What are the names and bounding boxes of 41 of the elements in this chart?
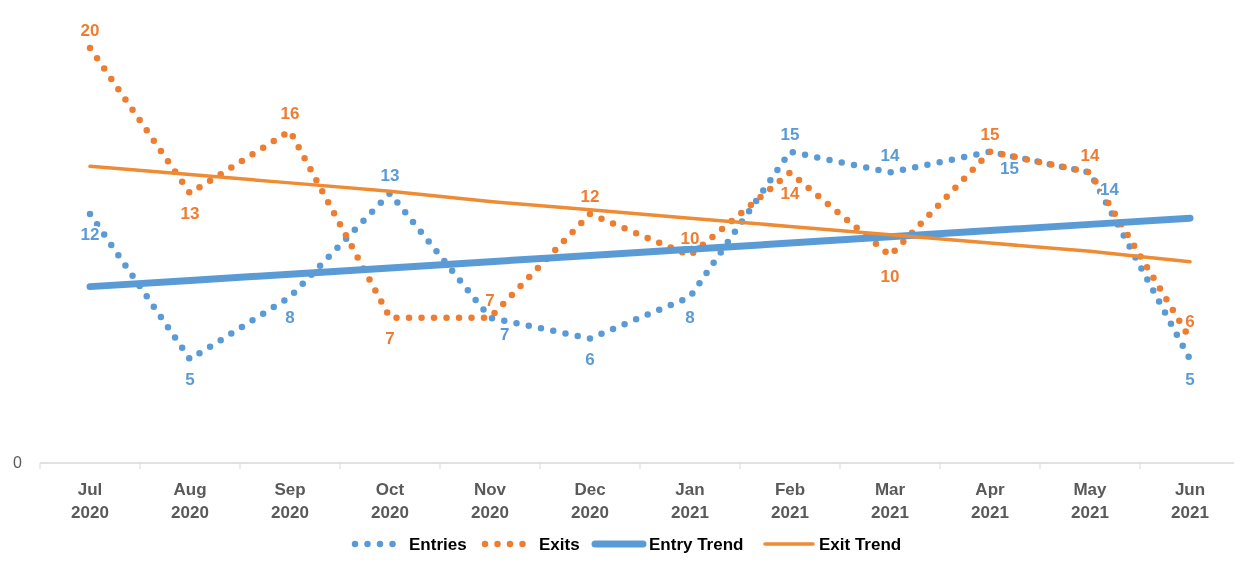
data-label: 12 (580, 187, 600, 206)
x-tick-label: Jul 2020 (71, 480, 109, 522)
data-label: 7 (500, 324, 510, 344)
data-label: 6 (585, 349, 595, 369)
x-tick-label: Mar 2021 (871, 480, 909, 522)
legend-label: Entries (409, 535, 467, 554)
data-label: 15 (1000, 158, 1019, 178)
data-label: 7 (485, 290, 495, 310)
data-label: 12 (80, 225, 100, 244)
data-label: 15 (980, 124, 1000, 144)
data-label: 14 (880, 145, 900, 165)
legend-label: Entry Trend (649, 535, 744, 554)
data-label: 14 (1100, 179, 1120, 199)
x-tick-label: Apr 2021 (971, 480, 1009, 522)
x-tick-label: Jun 2021 (1171, 480, 1209, 522)
data-label: 6 (1185, 311, 1195, 331)
x-tick-label: Aug 2020 (171, 480, 209, 522)
data-label: 7 (385, 328, 395, 348)
x-tick-label: Sep 2020 (271, 480, 309, 522)
x-tick-label: Oct 2020 (371, 480, 409, 522)
data-label: 8 (685, 308, 695, 327)
legend-label: Exit Trend (819, 535, 902, 554)
data-label: 14 (1080, 145, 1100, 165)
x-tick-label: May 2021 (1071, 480, 1109, 522)
data-label: 14 (780, 183, 800, 203)
x-tick-label: Jan 2021 (671, 480, 709, 522)
text: 0 (13, 454, 23, 471)
x-tick-label: Dec 2020 (571, 480, 609, 522)
data-label: 5 (1185, 370, 1195, 390)
data-label: 15 (780, 124, 800, 144)
data-label: 20 (80, 21, 100, 40)
data-label: 13 (380, 166, 400, 186)
data-label: 5 (185, 370, 195, 390)
data-label: 16 (280, 104, 300, 123)
data-label: 10 (680, 228, 700, 248)
x-tick-label: Feb 2021 (771, 480, 809, 522)
data-label: 10 (880, 266, 900, 286)
x-tick-label: Nov 2020 (471, 480, 509, 522)
data-label: 8 (285, 308, 295, 327)
legend-label: Exits (539, 535, 580, 554)
data-label: 13 (180, 204, 200, 224)
